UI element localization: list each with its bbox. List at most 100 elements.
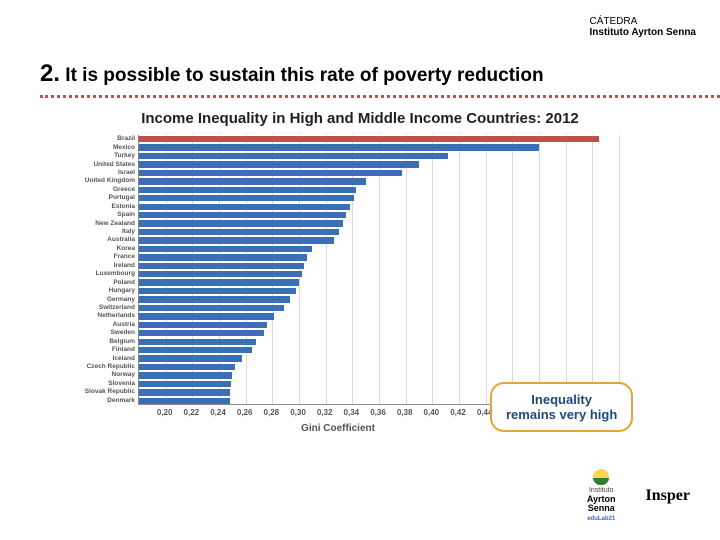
x-tick-label: 0,24 bbox=[210, 408, 226, 417]
x-tick-label: 0,32 bbox=[317, 408, 333, 417]
bar bbox=[139, 389, 230, 395]
y-axis-label: Hungary bbox=[109, 288, 135, 295]
bar bbox=[139, 187, 356, 193]
bar bbox=[139, 313, 274, 319]
bar bbox=[139, 305, 284, 311]
y-axis-label: Czech Republic bbox=[87, 364, 135, 371]
bar bbox=[139, 246, 312, 252]
bar bbox=[139, 347, 252, 353]
section-heading: 2. It is possible to sustain this rate o… bbox=[40, 60, 700, 88]
chart-title: Income Inequality in High and Middle Inc… bbox=[0, 110, 720, 127]
y-axis-label: Germany bbox=[107, 297, 135, 304]
y-axis-label: Denmark bbox=[107, 398, 135, 405]
y-axis-label: Netherlands bbox=[97, 313, 135, 320]
grid-line bbox=[432, 135, 433, 404]
y-axis-label: Slovenia bbox=[108, 381, 135, 388]
instituto-senna-logo: Instituto Ayrton Senna eduLab21 bbox=[587, 469, 616, 522]
bar bbox=[139, 254, 307, 260]
y-axis-label: Israel bbox=[118, 170, 135, 177]
bar bbox=[139, 195, 354, 201]
x-tick-label: 0,38 bbox=[397, 408, 413, 417]
bar bbox=[139, 339, 256, 345]
grid-line bbox=[619, 135, 620, 404]
bar bbox=[139, 178, 366, 184]
y-axis-label: Mexico bbox=[113, 145, 135, 152]
heading-text: It is possible to sustain this rate of p… bbox=[65, 65, 543, 86]
grid-line bbox=[486, 135, 487, 404]
bar bbox=[139, 170, 402, 176]
grid-line bbox=[406, 135, 407, 404]
callout-bubble: Inequality remains very high bbox=[490, 382, 633, 432]
bar bbox=[139, 161, 419, 167]
y-axis-label: New Zealand bbox=[95, 221, 135, 228]
y-axis-label: Iceland bbox=[113, 356, 135, 363]
bar bbox=[139, 144, 539, 150]
y-axis-label: Norway bbox=[112, 372, 135, 379]
grid-line bbox=[592, 135, 593, 404]
bar bbox=[139, 271, 302, 277]
y-axis-label: Poland bbox=[113, 280, 135, 287]
y-axis-label: Italy bbox=[122, 229, 135, 236]
y-axis-label: Estonia bbox=[112, 204, 135, 211]
x-tick-label: 0,28 bbox=[264, 408, 280, 417]
y-axis-label: Slovak Republic bbox=[85, 389, 135, 396]
bar bbox=[139, 355, 242, 361]
logo-senna-edulab: eduLab21 bbox=[587, 516, 616, 522]
bulb-icon bbox=[593, 469, 609, 485]
x-tick-label: 0,34 bbox=[344, 408, 360, 417]
logo-senna-senna: Senna bbox=[587, 504, 616, 513]
bar bbox=[139, 204, 350, 210]
y-axis-label: Korea bbox=[117, 246, 135, 253]
y-axis-label: Luxembourg bbox=[96, 271, 135, 278]
x-tick-label: 0,20 bbox=[157, 408, 173, 417]
bar bbox=[139, 364, 235, 370]
y-axis-label: Finland bbox=[112, 347, 135, 354]
y-axis-label: Switzerland bbox=[99, 305, 135, 312]
callout-line1: Inequality bbox=[506, 392, 617, 407]
y-axis-label: France bbox=[114, 254, 135, 261]
grid-line bbox=[539, 135, 540, 404]
insper-logo: Insper bbox=[646, 487, 690, 505]
y-axis-label: Sweden bbox=[110, 330, 135, 337]
bar bbox=[139, 212, 346, 218]
dotted-divider bbox=[40, 95, 720, 98]
bar bbox=[139, 330, 264, 336]
bar bbox=[139, 136, 599, 142]
callout-line2: remains very high bbox=[506, 407, 617, 422]
y-axis-label: Austria bbox=[113, 322, 135, 329]
header-org-label: CÁTEDRA Instituto Ayrton Senna bbox=[590, 16, 696, 38]
header-line2: Instituto Ayrton Senna bbox=[590, 27, 696, 38]
x-tick-label: 0,30 bbox=[290, 408, 306, 417]
y-axis-label: Belgium bbox=[109, 339, 135, 346]
x-tick-label: 0,22 bbox=[184, 408, 200, 417]
x-tick-label: 0,40 bbox=[424, 408, 440, 417]
bar bbox=[139, 220, 343, 226]
bar bbox=[139, 279, 299, 285]
bar bbox=[139, 398, 230, 404]
y-axis-label: Spain bbox=[117, 212, 135, 219]
x-tick-label: 0,36 bbox=[370, 408, 386, 417]
bar bbox=[139, 237, 334, 243]
x-tick-label: 0,26 bbox=[237, 408, 253, 417]
bar bbox=[139, 296, 290, 302]
grid-line bbox=[459, 135, 460, 404]
y-axis-label: Portugal bbox=[109, 195, 135, 202]
chart-plot-area bbox=[138, 135, 618, 405]
heading-number: 2. bbox=[40, 60, 60, 87]
bar bbox=[139, 381, 231, 387]
x-tick-label: 0,42 bbox=[450, 408, 466, 417]
footer-logos: Instituto Ayrton Senna eduLab21 Insper bbox=[587, 469, 690, 522]
bar bbox=[139, 372, 232, 378]
bar bbox=[139, 322, 267, 328]
y-axis-label: Brazil bbox=[117, 136, 135, 143]
header-line1: CÁTEDRA bbox=[590, 16, 696, 27]
bar bbox=[139, 229, 339, 235]
y-axis-label: United States bbox=[93, 162, 135, 169]
grid-line bbox=[566, 135, 567, 404]
y-axis-label: Australia bbox=[107, 237, 135, 244]
y-axis-label: Turkey bbox=[114, 153, 135, 160]
y-axis-label: Greece bbox=[113, 187, 135, 194]
y-axis-label: Ireland bbox=[114, 263, 135, 270]
bar bbox=[139, 263, 304, 269]
y-axis-label: United Kingdom bbox=[85, 178, 135, 185]
